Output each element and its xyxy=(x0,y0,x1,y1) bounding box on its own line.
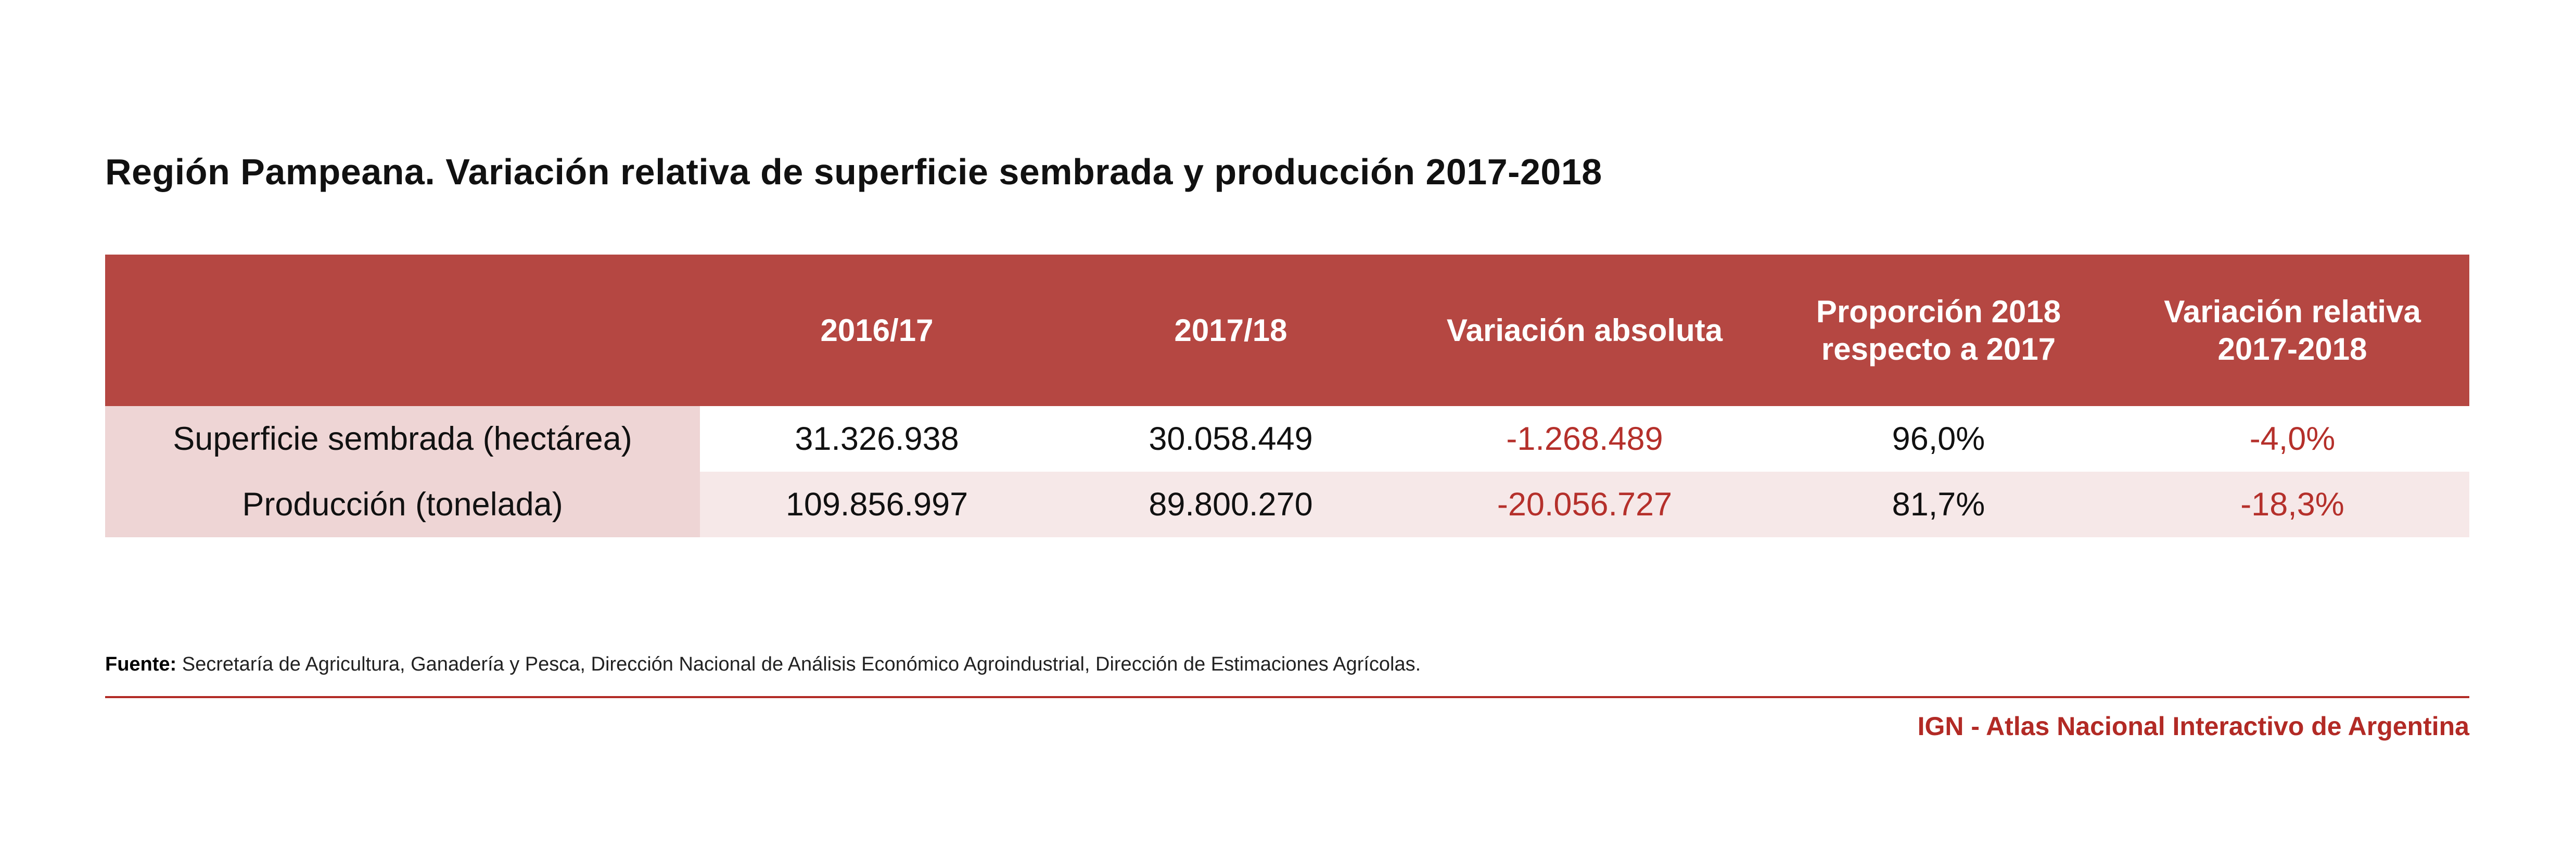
column-header: 2017/18 xyxy=(1054,255,1408,406)
table-cell: 30.058.449 xyxy=(1054,406,1408,472)
row-label: Producción (tonelada) xyxy=(105,472,700,537)
column-header: Proporción 2018 respecto a 2017 xyxy=(1762,255,2115,406)
page-title: Región Pampeana. Variación relativa de s… xyxy=(105,151,1602,192)
column-header: Variación relativa 2017-2018 xyxy=(2115,255,2469,406)
table-cell: -4,0% xyxy=(2115,406,2469,472)
table-cell: -1.268.489 xyxy=(1408,406,1762,472)
table-cell: 89.800.270 xyxy=(1054,472,1408,537)
table-cell: 81,7% xyxy=(1762,472,2115,537)
table-row: Producción (tonelada) 109.856.997 89.800… xyxy=(105,472,2469,537)
data-table: 2016/17 2017/18 Variación absoluta Propo… xyxy=(105,255,2469,537)
row-label: Superficie sembrada (hectárea) xyxy=(105,406,700,472)
divider xyxy=(105,696,2469,698)
table-cell: 96,0% xyxy=(1762,406,2115,472)
source-text: Secretaría de Agricultura, Ganadería y P… xyxy=(182,653,1421,675)
column-header: 2016/17 xyxy=(700,255,1054,406)
table-cell: 109.856.997 xyxy=(700,472,1054,537)
credit-text: IGN - Atlas Nacional Interactivo de Arge… xyxy=(1917,712,2469,741)
column-header: Variación absoluta xyxy=(1408,255,1762,406)
table-cell: -18,3% xyxy=(2115,472,2469,537)
table-cell: -20.056.727 xyxy=(1408,472,1762,537)
table-cell: 31.326.938 xyxy=(700,406,1054,472)
source-note: Fuente: Secretaría de Agricultura, Ganad… xyxy=(105,653,1421,676)
table-header-row: 2016/17 2017/18 Variación absoluta Propo… xyxy=(105,255,2469,406)
source-label: Fuente: xyxy=(105,653,177,675)
column-header xyxy=(105,255,700,406)
table-row: Superficie sembrada (hectárea) 31.326.93… xyxy=(105,406,2469,472)
